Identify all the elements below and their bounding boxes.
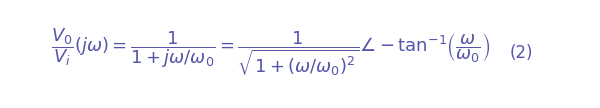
Text: (2): (2) — [509, 44, 533, 62]
Text: $\dfrac{V_0}{V_i}(j\omega) = \dfrac{1}{1 + j\omega/\omega_0} = \dfrac{1}{\sqrt{1: $\dfrac{V_0}{V_i}(j\omega) = \dfrac{1}{1… — [51, 27, 490, 79]
